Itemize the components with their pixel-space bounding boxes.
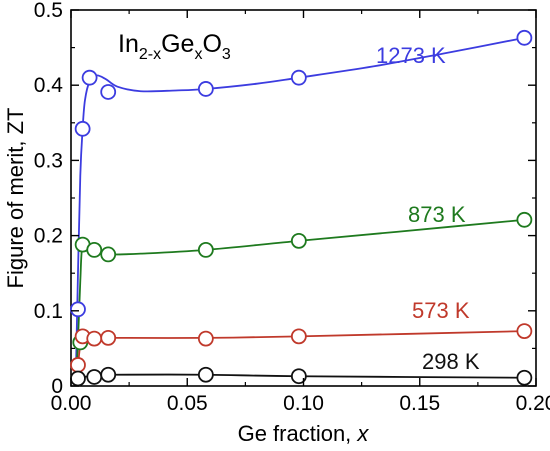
data-point — [86, 369, 103, 385]
data-point — [197, 241, 214, 258]
y-axis-ticks: 0 0.1 0.2 0.3 0.4 0.5 — [34, 0, 536, 398]
plot-frame — [70, 9, 537, 387]
data-point — [516, 369, 533, 386]
compound-formula: In2-xGexO3 — [118, 30, 231, 63]
data-point — [197, 330, 214, 347]
data-point — [86, 241, 103, 258]
x-axis-ticks: 0.00 0.05 0.10 0.15 0.20 — [51, 10, 550, 415]
data-point — [197, 366, 214, 383]
series-line — [74, 36, 525, 387]
data-point — [70, 301, 86, 318]
data-point — [70, 357, 86, 373]
data-point — [81, 69, 98, 86]
data-point — [290, 368, 307, 385]
data-point — [197, 81, 214, 97]
data-point — [100, 329, 117, 346]
data-point — [100, 84, 117, 100]
data-point — [86, 330, 103, 347]
data-point — [290, 328, 307, 345]
series-labels: 1273 K 873 K 573 K 298 K — [376, 43, 480, 374]
data-point — [290, 232, 307, 249]
y-tick-label: 0 — [51, 375, 63, 398]
series-label: 873 K — [408, 202, 466, 227]
series-label: 573 K — [412, 298, 470, 323]
series-label: 298 K — [422, 349, 480, 374]
data-point — [516, 211, 533, 228]
data-point — [516, 323, 533, 340]
x-axis-label: Ge fraction, x — [238, 421, 370, 446]
x-tick-label: 0.10 — [283, 392, 324, 415]
x-tick-label: 0.15 — [399, 392, 440, 415]
data-point — [516, 29, 533, 46]
data-point — [74, 120, 91, 137]
y-tick-label: 0.2 — [34, 225, 63, 248]
data-point — [100, 366, 117, 383]
y-tick-label: 0.4 — [34, 74, 64, 97]
x-tick-label: 0.05 — [167, 392, 208, 415]
data-point — [100, 246, 117, 263]
x-tick-label: 0.00 — [51, 392, 92, 415]
x-tick-label: 0.20 — [516, 392, 550, 415]
data-point — [70, 370, 86, 387]
y-tick-label: 0.3 — [34, 149, 63, 172]
y-tick-label: 0.5 — [34, 0, 63, 22]
series-label: 1273 K — [376, 43, 446, 68]
y-axis-label: Figure of merit, ZT — [3, 108, 28, 289]
data-point — [290, 69, 307, 86]
series-markers — [70, 29, 533, 387]
y-tick-label: 0.1 — [34, 300, 63, 323]
